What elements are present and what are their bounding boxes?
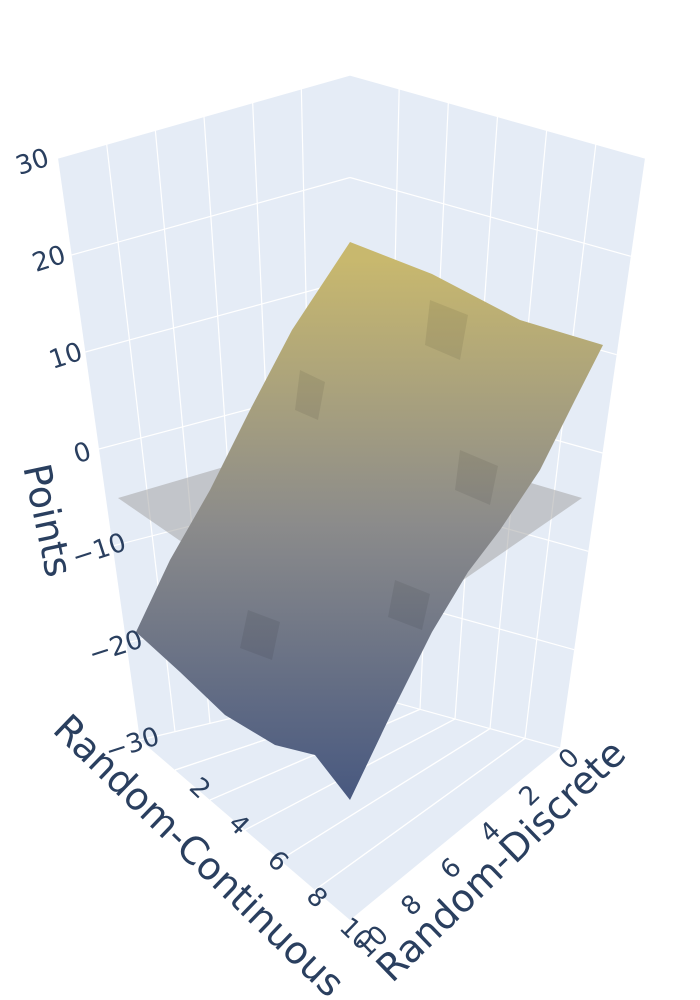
grid-line xyxy=(524,144,597,739)
grid-line xyxy=(279,728,491,861)
floor-pane xyxy=(140,690,560,920)
grid-line xyxy=(314,737,526,891)
surface xyxy=(136,242,603,800)
z-tick-label: 30 xyxy=(12,143,53,182)
surface-shading xyxy=(240,300,498,660)
z-axis-title: Points xyxy=(14,460,81,581)
z-tick-label: 0 xyxy=(70,437,95,471)
z-tick-label: 10 xyxy=(45,337,86,376)
z-tick-label: 20 xyxy=(29,240,70,279)
